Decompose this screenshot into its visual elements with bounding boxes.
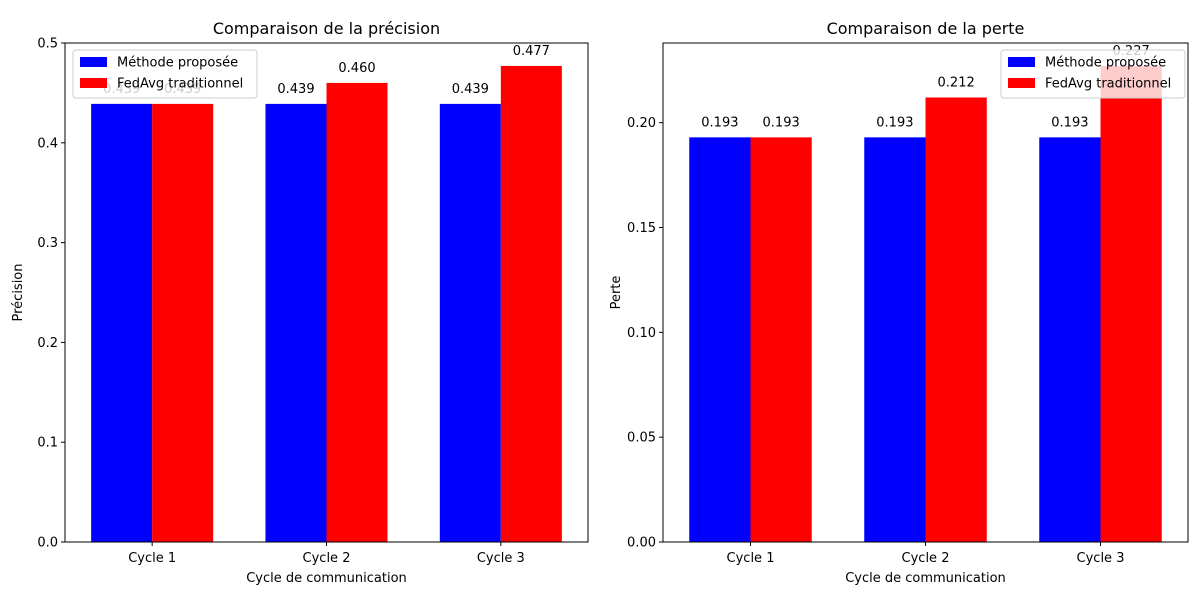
legend-label: Méthode proposée — [1045, 56, 1166, 71]
legend-box — [1000, 49, 1186, 99]
chart-title: Comparaison de la perte — [827, 19, 1025, 38]
y-tick-label: 0.3 — [37, 236, 58, 251]
x-tick-label: Cycle 2 — [902, 551, 950, 566]
data-label: 0.439 — [452, 82, 489, 97]
legend-swatch — [1008, 57, 1035, 67]
bar — [1039, 137, 1101, 542]
legend: Méthode proposée FedAvg traditionnel — [72, 49, 258, 99]
data-label: 0.193 — [763, 115, 800, 130]
data-label: 0.439 — [277, 82, 314, 97]
legend-swatch — [80, 57, 107, 67]
bar — [864, 137, 926, 542]
x-axis-label: Cycle de communication — [845, 571, 1006, 586]
legend-swatch — [80, 78, 107, 88]
x-tick-label: Cycle 3 — [1077, 551, 1125, 566]
data-label: 0.193 — [876, 115, 913, 130]
chart-panel-2: 0.193 0.193 Cycle 1 0.193 0.212 Cycle 2 0.193 0… — [609, 19, 1189, 586]
y-tick-label: 0.15 — [627, 221, 656, 236]
y-tick-label: 0.20 — [627, 116, 656, 131]
legend-box — [72, 49, 258, 99]
data-label: 0.477 — [513, 44, 550, 59]
x-tick-label: Cycle 1 — [128, 551, 176, 566]
y-axis-label: Perte — [609, 276, 624, 310]
y-axis-label: Précision — [11, 263, 26, 321]
y-tick-label: 0.5 — [37, 37, 58, 52]
bar — [326, 82, 388, 543]
chart-title: Comparaison de la précision — [213, 19, 440, 38]
x-axis-label: Cycle de communication — [246, 571, 407, 586]
data-label: 0.193 — [1051, 115, 1088, 130]
y-tick-label: 0.05 — [627, 431, 656, 446]
data-label: 0.212 — [938, 76, 975, 91]
bar — [500, 65, 562, 542]
bar — [152, 103, 214, 543]
plot-frame — [64, 42, 589, 543]
legend-label: FedAvg traditionnel — [1045, 77, 1171, 92]
plot-frame — [662, 42, 1189, 543]
y-tick-label: 0.4 — [37, 136, 58, 151]
legend-label: Méthode proposée — [117, 56, 238, 71]
legend-swatch — [1008, 78, 1035, 88]
bar — [689, 137, 751, 542]
legend-label: FedAvg traditionnel — [117, 77, 243, 92]
y-tick-label: 0.2 — [37, 336, 58, 351]
x-tick-label: Cycle 1 — [727, 551, 775, 566]
bar — [925, 97, 987, 542]
bar — [439, 103, 501, 543]
x-tick-label: Cycle 2 — [303, 551, 351, 566]
data-label: 0.193 — [701, 115, 738, 130]
bar — [91, 103, 153, 543]
bar — [265, 103, 327, 543]
legend: Méthode proposée FedAvg traditionnel — [1000, 49, 1186, 99]
y-tick-label: 0.1 — [37, 436, 58, 451]
bar — [750, 137, 812, 542]
bar — [1100, 66, 1162, 543]
y-tick-label: 0.10 — [627, 326, 656, 341]
data-label: 0.460 — [338, 61, 375, 76]
y-tick-label: 0.0 — [37, 536, 58, 551]
y-tick-label: 0.00 — [627, 536, 656, 551]
x-tick-label: Cycle 3 — [477, 551, 525, 566]
